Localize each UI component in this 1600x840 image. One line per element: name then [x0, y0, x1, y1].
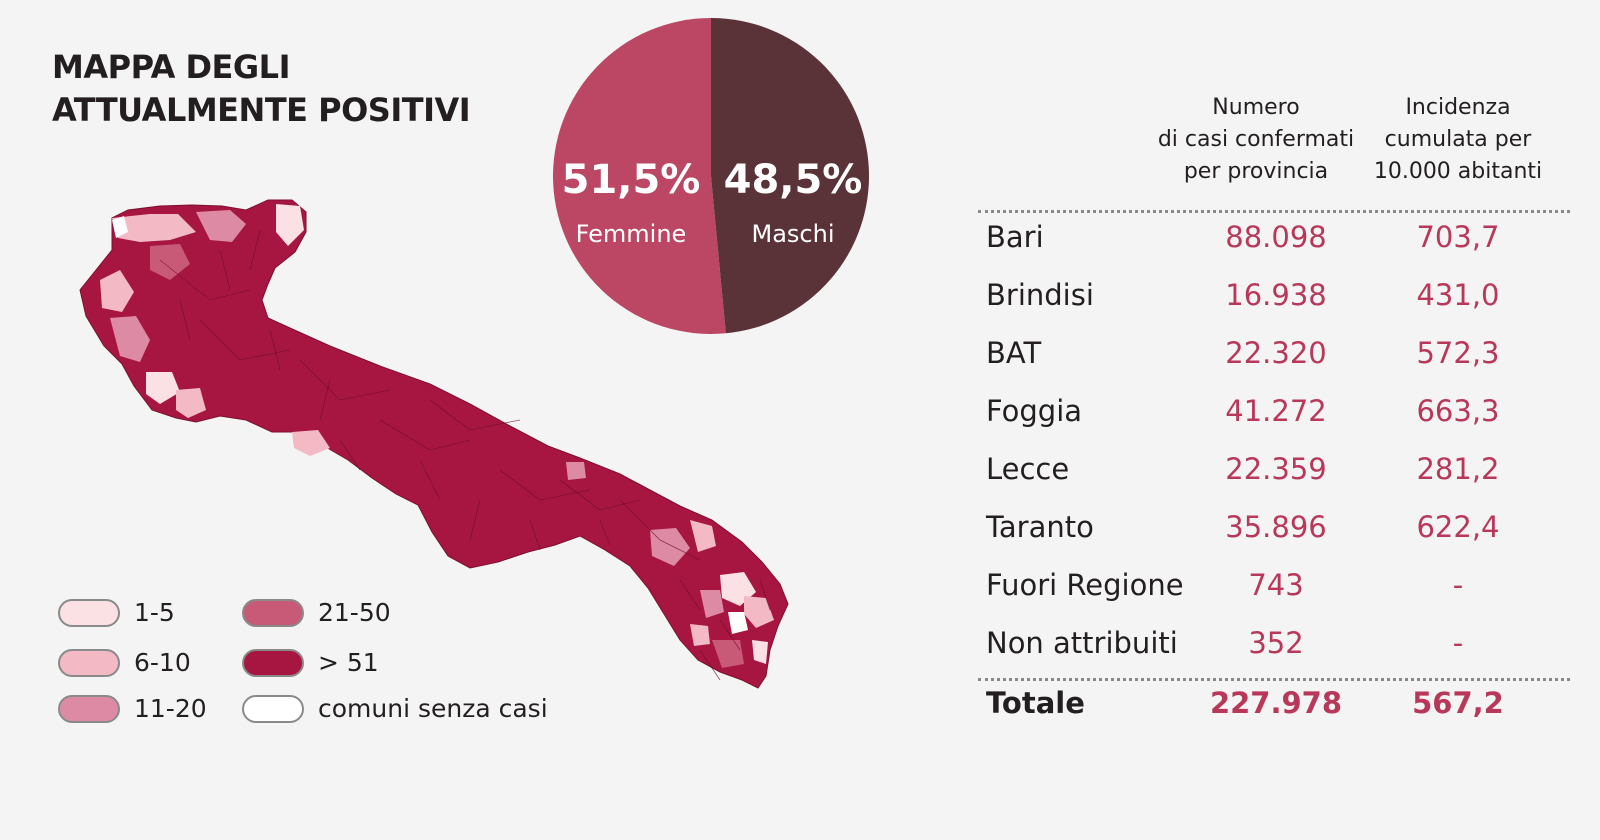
legend-swatch: [242, 598, 304, 627]
table-row: Non attribuiti 352 -: [978, 626, 1570, 684]
province-name: Non attribuiti: [986, 626, 1178, 660]
legend-item-over-51: > 51: [242, 648, 379, 677]
legend-swatch: [58, 598, 120, 627]
table-row: Fuori Regione 743 -: [978, 568, 1570, 626]
legend-swatch: [242, 694, 304, 723]
legend-label: 21-50: [318, 598, 391, 627]
cases-value: 352: [1248, 626, 1304, 660]
header-line: cumulata per: [1384, 127, 1532, 152]
total-incidence-value: 567,2: [1412, 686, 1504, 720]
legend-item-6-10: 6-10: [58, 648, 191, 677]
cases-value: 22.359: [1225, 452, 1327, 486]
map-legend: 1-5 21-50 6-10 > 51 11-20 comuni senza c…: [0, 0, 548, 723]
province-name: Foggia: [986, 394, 1083, 428]
title-line-1: MAPPA DEGLI: [52, 48, 290, 86]
province-name: Lecce: [986, 452, 1070, 486]
dotted-divider-bottom: [978, 678, 1570, 681]
legend-label: 1-5: [134, 598, 175, 627]
legend-swatch: [58, 694, 120, 723]
map-salento-areas: [566, 462, 774, 668]
province-name: Brindisi: [986, 278, 1094, 312]
column-header-cases: Numero di casi confermati per provincia: [1146, 92, 1366, 188]
pie-label-maschi: Maschi: [752, 220, 835, 248]
cases-value: 35.896: [1225, 510, 1327, 544]
cases-value: 41.272: [1225, 394, 1327, 428]
province-name: Taranto: [986, 510, 1094, 544]
table-row: Bari 88.098 703,7: [978, 220, 1570, 278]
total-cases-value: 227.978: [1209, 686, 1343, 720]
legend-label: comuni senza casi: [318, 694, 548, 723]
puglia-shape: [79, 199, 789, 689]
pie-slice-maschi: [711, 18, 870, 334]
cases-value: 16.938: [1225, 278, 1327, 312]
puglia-map: [79, 199, 789, 689]
header-line: Numero: [1212, 95, 1300, 120]
incidence-value: 572,3: [1416, 336, 1500, 370]
legend-item-no-cases: comuni senza casi: [242, 694, 548, 723]
incidence-value: 431,0: [1416, 278, 1500, 312]
legend-label: 6-10: [134, 648, 191, 677]
incidence-value: -: [1452, 626, 1464, 660]
header-line: per provincia: [1183, 159, 1329, 184]
dotted-divider-top: [978, 210, 1570, 213]
legend-label: 11-20: [134, 694, 207, 723]
table-row: Brindisi 16.938 431,0: [978, 278, 1570, 336]
province-name: Bari: [986, 220, 1044, 254]
province-name: BAT: [986, 336, 1042, 370]
pie-labels: 51,5% Femmine 48,5% Maschi: [562, 157, 863, 248]
pie-slices: [553, 18, 870, 334]
page-title: MAPPA DEGLI ATTUALMENTE POSITIVI: [52, 46, 471, 132]
cases-value: 22.320: [1225, 336, 1327, 370]
legend-item-1-5: 1-5: [58, 598, 175, 627]
total-label: Totale: [986, 686, 1085, 720]
pie-percent-femmine: 51,5%: [562, 157, 701, 203]
incidence-value: 622,4: [1416, 510, 1500, 544]
header-line: Incidenza: [1405, 95, 1511, 120]
table-row: BAT 22.320 572,3: [978, 336, 1570, 394]
pie-percent-maschi: 48,5%: [724, 157, 863, 203]
legend-swatch: [58, 648, 120, 677]
cases-value: 88.098: [1225, 220, 1327, 254]
incidence-value: 281,2: [1416, 452, 1500, 486]
incidence-value: 703,7: [1416, 220, 1500, 254]
gender-pie-chart: 51,5% Femmine 48,5% Maschi: [553, 18, 870, 334]
table-row: Lecce 22.359 281,2: [978, 452, 1570, 510]
header-line: 10.000 abitanti: [1373, 159, 1543, 184]
incidence-value: 663,3: [1416, 394, 1500, 428]
title-line-2: ATTUALMENTE POSITIVI: [52, 91, 471, 129]
map-municipality-lines: [159, 229, 771, 681]
table-row: Taranto 35.896 622,4: [978, 510, 1570, 568]
legend-swatch: [242, 648, 304, 677]
table-total-row: Totale 227.978 567,2: [978, 686, 1570, 744]
legend-item-11-20: 11-20: [58, 694, 207, 723]
legend-label: > 51: [318, 648, 379, 677]
province-name: Fuori Regione: [986, 568, 1184, 602]
map-light-areas: [100, 204, 330, 456]
legend-item-21-50: 21-50: [242, 598, 391, 627]
map-region: [79, 199, 789, 689]
cases-value: 743: [1248, 568, 1304, 602]
pie-slice-femmine: [553, 18, 726, 334]
incidence-value: -: [1452, 568, 1464, 602]
pie-label-femmine: Femmine: [576, 220, 687, 248]
header-line: di casi confermati: [1157, 127, 1355, 152]
column-header-incidence: Incidenza cumulata per 10.000 abitanti: [1358, 92, 1558, 188]
table-row: Foggia 41.272 663,3: [978, 394, 1570, 452]
